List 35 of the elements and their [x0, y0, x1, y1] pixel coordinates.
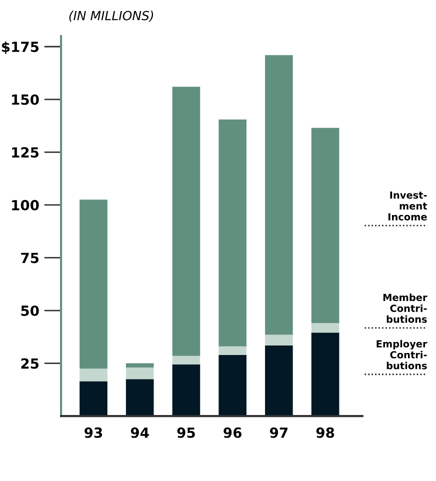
x-tick-label: 94	[130, 427, 149, 438]
y-tick-label: 50	[21, 305, 39, 316]
bar	[80, 381, 108, 416]
x-tick-label: 93	[84, 427, 102, 438]
chart-title: (IN MILLIONS)	[69, 10, 154, 22]
bar	[126, 368, 154, 380]
bar	[80, 200, 108, 369]
bar	[172, 364, 200, 416]
y-tick-label: 150	[12, 94, 39, 105]
x-tick-label: 96	[224, 427, 242, 438]
text: Employer Contri- butions	[376, 340, 428, 370]
bar	[311, 323, 340, 333]
bar	[265, 334, 293, 346]
bar	[218, 119, 246, 346]
y-tick-label: 75	[21, 252, 39, 264]
x-tick-label: 95	[177, 427, 195, 438]
x-tick-label: 98	[316, 427, 334, 438]
bar	[126, 363, 154, 368]
y-tick-label: 125	[12, 147, 39, 158]
text: Member Contri- butions	[383, 294, 428, 323]
bar	[172, 86, 200, 356]
x-tick-label: 97	[270, 427, 288, 438]
text: Invest- ment Income	[388, 191, 428, 220]
y-tick-label: 100	[12, 200, 39, 210]
bar	[311, 332, 340, 416]
bar	[80, 368, 108, 382]
bar	[311, 128, 340, 324]
bar	[265, 55, 293, 335]
bar	[218, 354, 246, 416]
bar	[265, 345, 293, 416]
y-tick-label: $175	[2, 41, 39, 54]
bar	[172, 356, 200, 364]
y-tick-label: 25	[21, 358, 39, 369]
bar	[126, 379, 154, 416]
bar	[218, 346, 246, 355]
